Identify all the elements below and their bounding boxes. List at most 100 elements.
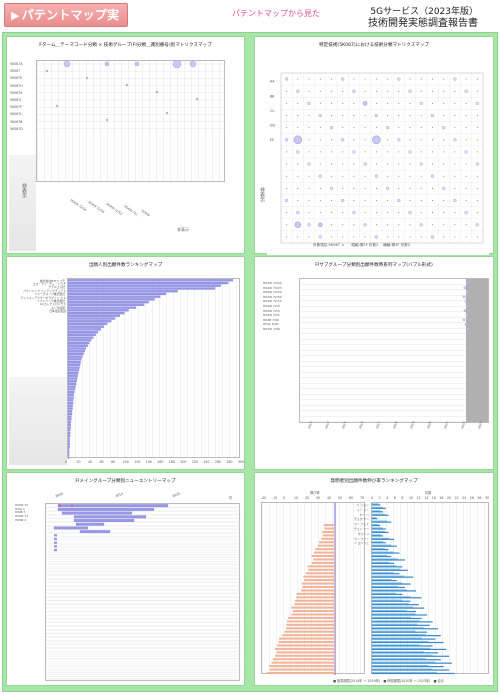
bar <box>68 279 234 282</box>
zero-mark <box>331 224 332 226</box>
bar <box>68 290 178 293</box>
growth-bar <box>296 596 335 599</box>
total-bar <box>372 504 381 506</box>
zero-mark <box>375 90 377 92</box>
bubble <box>285 138 289 142</box>
bubble <box>341 138 345 142</box>
count-tick: 28 <box>477 496 482 500</box>
row-label: H04W 72/52 <box>263 290 282 295</box>
zero-mark <box>319 212 321 214</box>
bar <box>68 451 70 454</box>
growth-tick: 70 <box>360 496 365 500</box>
x-tick: 300 <box>238 460 245 464</box>
growth-bar <box>274 647 335 650</box>
x-tick: 2022 <box>460 420 467 430</box>
bubble <box>408 89 412 93</box>
bubble <box>307 223 311 227</box>
panel-inventor-growth: 発明者別出願件数伸び率ランキングマップ 伸び率 件数 -20 -10 0 10 20 30… <box>254 472 494 686</box>
bubble <box>363 223 367 227</box>
zero-mark <box>387 139 389 141</box>
zero-mark <box>286 212 288 214</box>
total-bar <box>372 521 392 523</box>
total-bar <box>372 545 397 547</box>
row-label: 5K067 <box>10 69 21 74</box>
bubble <box>464 300 468 303</box>
zero-mark <box>465 102 467 104</box>
zero-mark <box>432 151 433 153</box>
zero-mark <box>409 187 411 189</box>
zero-mark <box>308 200 310 201</box>
base-bar <box>372 537 390 539</box>
base-bar <box>372 623 418 625</box>
x-tick: 2019 <box>409 420 416 430</box>
total-bar <box>372 583 411 585</box>
applicant-name: テレフォンアクチーボラゲット エル <box>20 295 67 300</box>
bubble <box>408 150 412 154</box>
row-label: H04B 7 <box>15 510 26 515</box>
x-tick: H04W 72/52 <box>105 202 124 216</box>
zero-mark <box>387 212 389 214</box>
base-bar <box>372 596 411 598</box>
bar <box>68 399 74 402</box>
bar <box>68 363 81 366</box>
zero-mark <box>465 200 467 201</box>
base-bar <box>372 506 383 508</box>
x-tick: H04W 72/04 <box>69 198 88 212</box>
bar <box>54 545 57 548</box>
bubble <box>172 61 182 69</box>
growth-bar <box>313 551 335 554</box>
zero-mark <box>398 187 400 189</box>
bubble <box>352 150 356 154</box>
growth-bar <box>275 654 335 657</box>
total-bar <box>372 531 389 534</box>
base-bar <box>372 575 405 577</box>
header-subtitle: パテントマップから見た <box>232 9 320 18</box>
zero-mark <box>443 212 445 214</box>
applicant-name: ホンダ技研 <box>51 305 65 310</box>
x-tick: 2017 <box>375 420 382 430</box>
total-bar <box>372 631 428 633</box>
zero-mark <box>353 224 355 226</box>
zero-mark <box>364 236 366 238</box>
growth-tick: 20 <box>305 496 310 500</box>
bubble <box>462 295 466 299</box>
base-bar <box>372 609 407 612</box>
zero-mark <box>420 187 422 189</box>
row-label: 5K067L <box>10 112 22 117</box>
bubble <box>329 186 334 190</box>
total-bar <box>372 524 381 527</box>
zero-mark <box>409 175 411 177</box>
count-tick: 4 <box>386 496 389 500</box>
zero-mark <box>353 78 355 80</box>
base-bar <box>372 651 424 653</box>
bubble <box>63 61 71 68</box>
total-bar <box>372 538 395 540</box>
total-bar <box>372 573 400 575</box>
bubble <box>462 318 466 322</box>
zero-mark <box>398 102 400 104</box>
zero-mark <box>364 212 366 214</box>
growth-bar <box>317 544 335 547</box>
zero-mark <box>364 151 366 153</box>
bar <box>68 437 70 440</box>
zero-mark <box>420 212 422 214</box>
bar <box>68 369 80 372</box>
entry-plot <box>45 503 241 681</box>
bubble <box>475 223 479 227</box>
zero-mark <box>297 236 299 238</box>
zero-mark <box>286 236 288 238</box>
zero-mark <box>465 115 467 116</box>
zero-mark <box>443 139 445 141</box>
bar <box>68 404 73 407</box>
bar <box>68 281 229 285</box>
zero-mark <box>364 127 366 129</box>
total-bar <box>372 638 436 640</box>
zero-mark <box>331 151 332 153</box>
zero-mark <box>454 175 456 177</box>
bar <box>68 434 71 437</box>
side-hidden-label: 非表示 <box>259 187 265 202</box>
bubble <box>430 113 435 118</box>
zero-mark <box>409 224 411 226</box>
bubble <box>465 313 469 317</box>
growth-bar <box>282 634 335 637</box>
